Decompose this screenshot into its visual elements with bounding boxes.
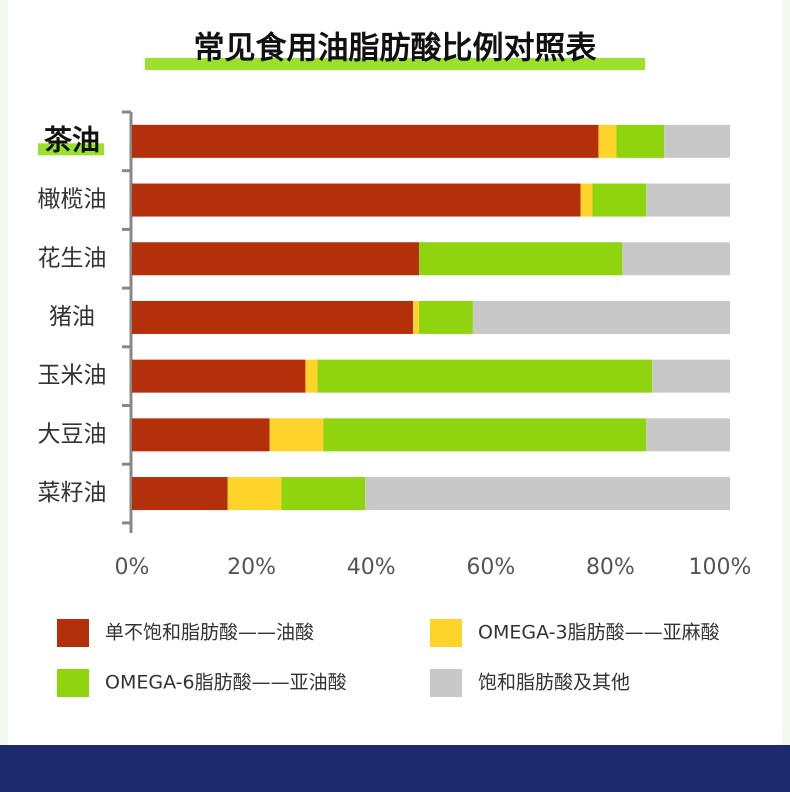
bar-segment: [646, 418, 730, 452]
legend-label: OMEGA-6脂肪酸——亚油酸: [105, 672, 347, 694]
x-tick-label: 60%: [466, 555, 515, 580]
bar-segment: [419, 300, 473, 334]
bar-segment: [622, 242, 730, 276]
legend-swatch: [57, 669, 89, 697]
title-highlight: [145, 58, 645, 70]
bar-segment: [132, 300, 414, 334]
y-tick-label: 茶油: [44, 123, 100, 156]
bar-segment: [227, 477, 282, 511]
bar-segment: [598, 124, 617, 158]
x-tick-label: 20%: [227, 555, 276, 580]
bar-segment: [652, 359, 730, 393]
category-highlight: [38, 143, 104, 156]
bar-segment: [305, 359, 318, 393]
bar-segment: [132, 477, 228, 511]
bar-segment: [132, 359, 306, 393]
y-tick-label: 橄榄油: [38, 187, 107, 213]
bar-segment: [132, 242, 420, 276]
y-tick-label: 大豆油: [38, 421, 107, 447]
legend-label: 饱和脂肪酸及其他: [478, 672, 630, 694]
bar-segment: [269, 418, 324, 452]
y-tick-label: 菜籽油: [38, 480, 107, 506]
footer-bar: [0, 745, 790, 792]
legend-label: 单不饱和脂肪酸——油酸: [105, 622, 314, 644]
x-tick-label: 40%: [347, 555, 396, 580]
bar-segment: [580, 183, 593, 217]
legend-label: OMEGA-3脂肪酸——亚麻酸: [478, 622, 720, 644]
bar-segment: [616, 124, 665, 158]
bar-segment: [472, 300, 730, 334]
bar-segment: [317, 359, 653, 393]
legend-swatch: [430, 619, 462, 647]
y-tick-label: 花生油: [38, 245, 107, 271]
bar-segment: [365, 477, 730, 511]
bar-segment: [664, 124, 730, 158]
bar-segment: [419, 242, 623, 276]
bar-segment: [323, 418, 647, 452]
x-tick-label: 0%: [115, 555, 150, 580]
bar-segment: [132, 124, 599, 158]
bar-segment: [132, 183, 581, 217]
legend-swatch: [430, 669, 462, 697]
bar-segment: [132, 418, 270, 452]
x-tick-label: 80%: [586, 555, 635, 580]
chart-title: 常见食用油脂肪酸比例对照表: [194, 31, 597, 67]
y-tick-label: 玉米油: [38, 363, 107, 389]
legend-swatch: [57, 619, 89, 647]
bar-segment: [592, 183, 647, 217]
bar-segment: [413, 300, 420, 334]
bar-segment: [281, 477, 366, 511]
x-tick-label: 100%: [689, 555, 752, 580]
y-tick-label: 猪油: [49, 304, 95, 330]
bar-segment: [646, 183, 730, 217]
